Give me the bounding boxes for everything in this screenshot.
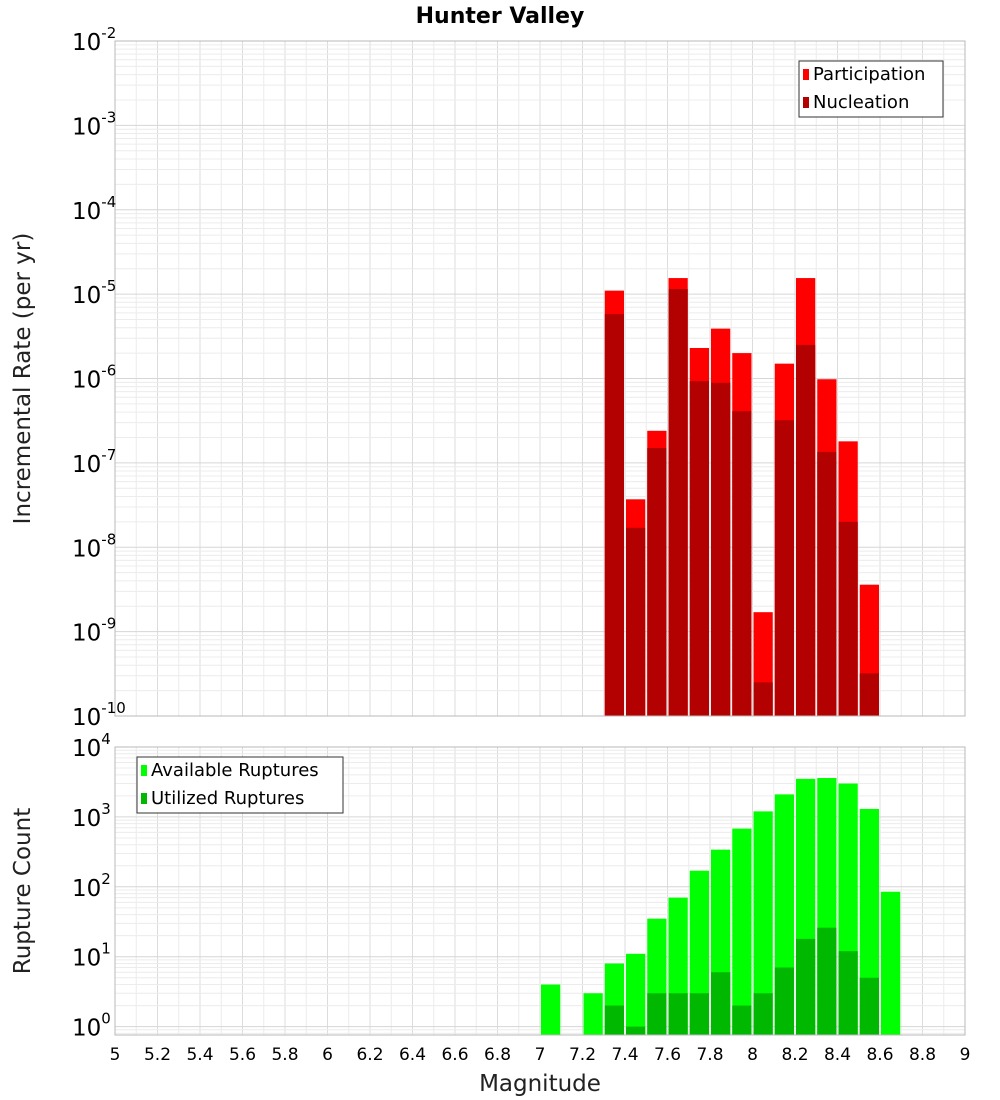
bar [774,967,794,1035]
y-tick-label: 10-9 [72,615,116,647]
x-tick-label: 8.8 [909,1045,936,1065]
bar [753,682,773,716]
x-tick-label: 8.6 [866,1045,893,1065]
y-tick-label: 10-7 [72,446,116,478]
y-tick-label: 10-5 [72,277,116,309]
x-tick-label: 5 [110,1045,121,1065]
bar [647,993,667,1035]
y-tick-label: 104 [72,730,111,762]
y-tick-label: 10-4 [72,193,116,225]
bar [732,411,752,716]
y-tick-label: 100 [72,1010,111,1042]
bar [689,381,709,716]
x-tick-label: 8.2 [781,1045,808,1065]
x-tick-label: 6 [322,1045,333,1065]
x-tick-label: 7.8 [696,1045,723,1065]
y-tick-label: 103 [72,800,111,832]
legend: Participation Nucleation [798,60,944,118]
x-tick-label: 9 [960,1045,971,1065]
chart-title: Hunter Valley [416,4,585,29]
x-tick-label: 7 [535,1045,546,1065]
rate-panel: 10-2 10-3 10-4 10-5 10-6 10-7 10-8 10-9 10-10 Inc… [10,4,966,731]
bar [859,673,879,716]
y-tick-label: 101 [72,940,111,972]
bar [583,993,603,1035]
y-tick-label: 10-8 [72,530,116,562]
bar [753,993,773,1035]
legend-box [136,756,344,814]
bar [817,927,837,1035]
bar [626,1026,646,1035]
legend-label: Available Ruptures [151,760,319,781]
grid [115,41,965,716]
x-axis-label: Magnitude [479,1071,601,1097]
legend-label: Utilized Ruptures [151,788,304,809]
bar [647,448,667,716]
legend-swatch [141,765,147,776]
bar [711,382,731,716]
bar [774,420,794,716]
legend: Available Ruptures Utilized Ruptures [136,756,344,814]
legend-label: Participation [813,64,925,85]
y-axis-label: Incremental Rate (per yr) [10,233,36,525]
y-tick-label: 10-2 [72,24,116,56]
legend-label: Nucleation [813,92,909,113]
bar [604,314,624,716]
x-tick-label: 6.4 [399,1045,426,1065]
bar [796,344,816,716]
bar [689,993,709,1035]
bar [711,972,731,1035]
x-tick-label: 7.4 [611,1045,638,1065]
bar [732,828,752,1035]
bar [838,521,858,716]
bar [817,451,837,716]
x-tick-label: 6.6 [441,1045,468,1065]
bar [626,527,646,716]
bar [753,811,773,1035]
legend-swatch [803,69,809,80]
bar [604,1005,624,1035]
y-tick-label: 102 [72,870,111,902]
plot-frame [114,40,966,717]
bar [838,951,858,1035]
bar [796,938,816,1035]
x-tick-label: 5.4 [186,1045,213,1065]
y-axis-label: Rupture Count [10,808,36,974]
plot-frame [114,746,966,1036]
x-tick-label: 7.6 [654,1045,681,1065]
bar [541,984,561,1035]
y-tick-label: 10-10 [72,699,126,731]
bar [668,289,688,716]
x-tick-label: 6.8 [484,1045,511,1065]
bar [859,977,879,1035]
bar [732,1005,752,1035]
series-nucleation [604,289,879,716]
x-tick-label: 5.2 [144,1045,171,1065]
x-tick-label: 5.6 [229,1045,256,1065]
bar [668,993,688,1035]
x-tick-label: 8.4 [824,1045,851,1065]
series-utilized-ruptures [604,927,879,1035]
count-panel: 104 103 102 101 100 Rupture Count 5 5.2 5.4 5.6 5.… [10,730,970,1097]
x-tick-label: 5.8 [271,1045,298,1065]
bar [881,891,901,1035]
y-tick-label: 10-6 [72,362,116,394]
legend-swatch [803,97,809,108]
x-tick-label: 7.2 [569,1045,596,1065]
legend-swatch [141,793,147,804]
x-tick-label: 6.2 [356,1045,383,1065]
x-tick-label: 8 [747,1045,758,1065]
legend-box [798,60,944,118]
bar [626,953,646,1035]
y-tick-label: 10-3 [72,108,116,140]
